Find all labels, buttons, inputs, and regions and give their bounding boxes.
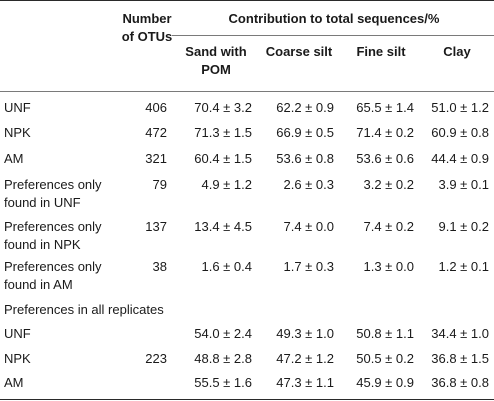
row-label: Preferences only <box>4 177 102 192</box>
header-bottom-rule <box>0 91 494 92</box>
value-cell: 53.6 ± 0.6 <box>356 151 414 166</box>
value-cell: 65.5 ± 1.4 <box>356 100 414 115</box>
value-cell: 55.5 ± 1.6 <box>194 375 252 390</box>
value-cell: 66.9 ± 0.5 <box>276 125 334 140</box>
value-cell: 45.9 ± 0.9 <box>356 375 414 390</box>
otu-count: 38 <box>152 259 167 274</box>
value-cell: 7.4 ± 0.0 <box>283 219 334 234</box>
group-underline <box>172 35 494 36</box>
value-cell: 1.6 ± 0.4 <box>201 259 252 274</box>
value-cell: 36.8 ± 1.5 <box>431 351 489 366</box>
value-cell: 62.2 ± 0.9 <box>276 100 334 115</box>
group-header: Contribution to total sequences/% <box>228 11 440 26</box>
value-cell: 9.1 ± 0.2 <box>438 219 489 234</box>
table-bottom-rule <box>0 399 494 400</box>
value-cell: 47.2 ± 1.2 <box>276 351 334 366</box>
row-label: NPK <box>4 125 31 140</box>
row-label: found in NPK <box>4 237 81 252</box>
value-cell: 7.4 ± 0.2 <box>363 219 414 234</box>
value-cell: 50.8 ± 1.1 <box>356 326 414 341</box>
otu-count: 137 <box>145 219 167 234</box>
row-label: found in AM <box>4 277 73 292</box>
value-cell: 34.4 ± 1.0 <box>431 326 489 341</box>
value-cell: 70.4 ± 3.2 <box>194 100 252 115</box>
otu-count: 321 <box>145 151 167 166</box>
value-cell: 51.0 ± 1.2 <box>431 100 489 115</box>
value-cell: 2.6 ± 0.3 <box>283 177 334 192</box>
otu-count: 223 <box>145 351 167 366</box>
row-label: Preferences only <box>4 259 102 274</box>
value-cell: 50.5 ± 0.2 <box>356 351 414 366</box>
value-cell: 1.7 ± 0.3 <box>283 259 334 274</box>
value-cell: 48.8 ± 2.8 <box>194 351 252 366</box>
value-cell: 53.6 ± 0.8 <box>276 151 334 166</box>
value-cell: 49.3 ± 1.0 <box>276 326 334 341</box>
col-header-fine-silt: Fine silt <box>356 44 406 59</box>
row-label: Preferences only <box>4 219 102 234</box>
section-label: Preferences in all replicates <box>4 302 164 317</box>
value-cell: 1.2 ± 0.1 <box>438 259 489 274</box>
value-cell: 4.9 ± 1.2 <box>201 177 252 192</box>
value-cell: 44.4 ± 0.9 <box>431 151 489 166</box>
col-header-sand-line1: Sand with <box>185 44 247 59</box>
value-cell: 3.2 ± 0.2 <box>363 177 414 192</box>
value-cell: 71.3 ± 1.5 <box>194 125 252 140</box>
row-label: UNF <box>4 100 31 115</box>
row-label: AM <box>4 375 24 390</box>
value-cell: 13.4 ± 4.5 <box>194 219 252 234</box>
value-cell: 54.0 ± 2.4 <box>194 326 252 341</box>
otu-header-line2: of OTUs <box>121 29 173 44</box>
table-top-rule <box>0 0 494 1</box>
row-label: NPK <box>4 351 31 366</box>
value-cell: 1.3 ± 0.0 <box>363 259 414 274</box>
value-cell: 60.9 ± 0.8 <box>431 125 489 140</box>
col-header-clay: Clay <box>443 44 471 59</box>
otu-count: 79 <box>152 177 167 192</box>
otu-header-line1: Number <box>122 11 172 26</box>
col-header-sand-line2: POM <box>201 62 231 77</box>
value-cell: 3.9 ± 0.1 <box>438 177 489 192</box>
row-label: AM <box>4 151 24 166</box>
row-label: UNF <box>4 326 31 341</box>
value-cell: 47.3 ± 1.1 <box>276 375 334 390</box>
col-header-coarse-silt: Coarse silt <box>265 44 333 59</box>
value-cell: 36.8 ± 0.8 <box>431 375 489 390</box>
row-label: found in UNF <box>4 195 81 210</box>
value-cell: 71.4 ± 0.2 <box>356 125 414 140</box>
otu-count: 472 <box>145 125 167 140</box>
otu-count: 406 <box>145 100 167 115</box>
value-cell: 60.4 ± 1.5 <box>194 151 252 166</box>
